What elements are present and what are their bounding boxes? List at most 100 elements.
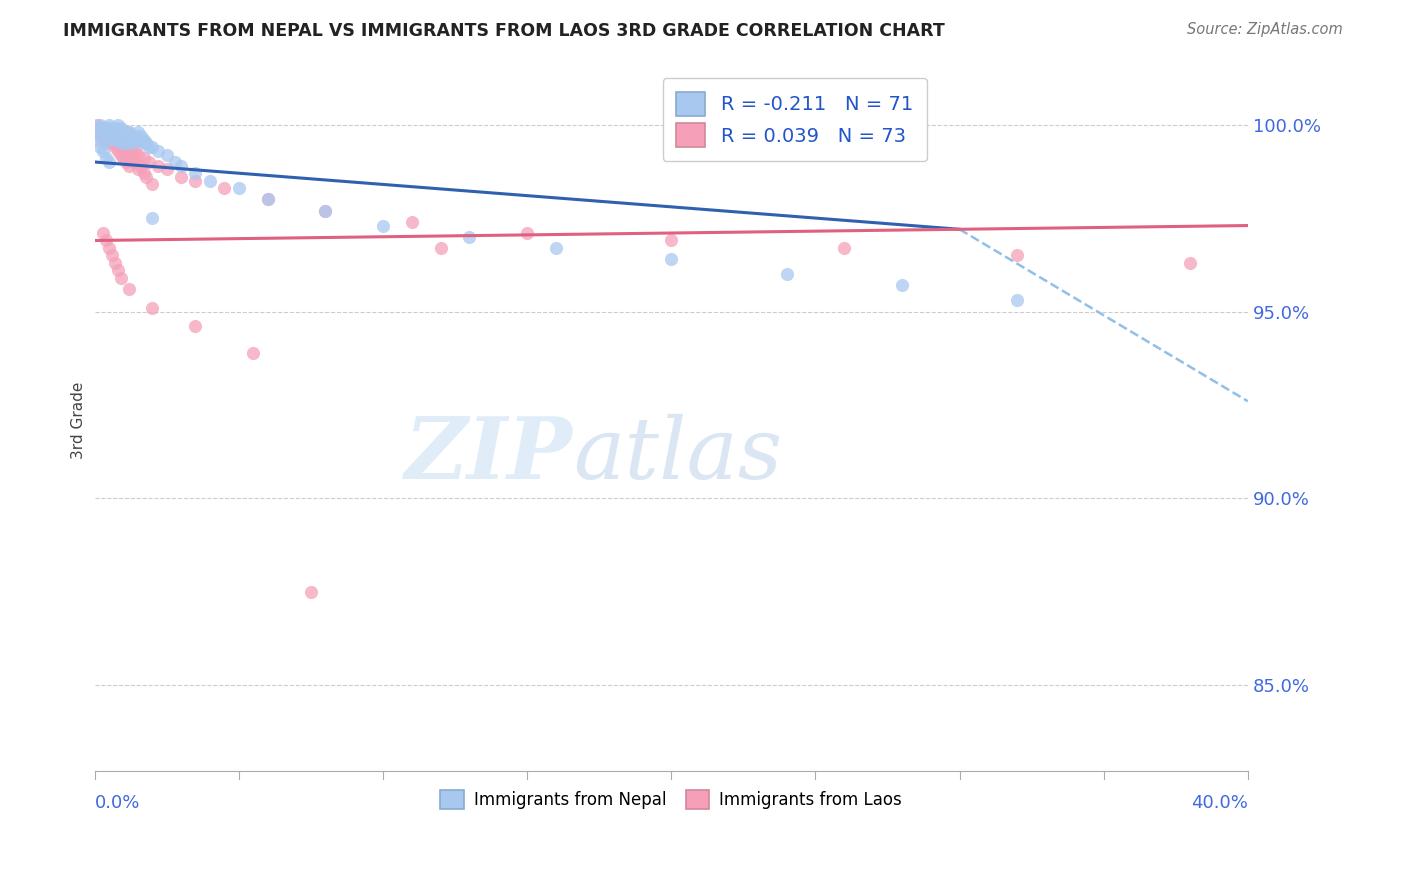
Point bbox=[98, 121, 121, 136]
Point bbox=[112, 132, 135, 146]
Point bbox=[94, 234, 117, 248]
Point bbox=[127, 132, 149, 146]
Point bbox=[112, 125, 135, 139]
Point bbox=[256, 193, 278, 207]
Point bbox=[110, 132, 132, 146]
Point bbox=[299, 585, 322, 599]
Point bbox=[156, 162, 179, 177]
Point bbox=[107, 132, 129, 146]
Point bbox=[98, 241, 121, 255]
Point bbox=[89, 121, 111, 136]
Point bbox=[94, 125, 117, 139]
Point bbox=[401, 215, 423, 229]
Point bbox=[242, 345, 264, 359]
Point bbox=[91, 144, 114, 158]
Point bbox=[890, 278, 912, 293]
Point bbox=[91, 121, 114, 136]
Point bbox=[110, 271, 132, 285]
Point bbox=[141, 211, 163, 225]
Point bbox=[124, 132, 146, 146]
Point bbox=[104, 128, 127, 143]
Point bbox=[101, 132, 124, 146]
Point bbox=[170, 159, 193, 173]
Y-axis label: 3rd Grade: 3rd Grade bbox=[72, 381, 86, 458]
Point bbox=[104, 140, 127, 154]
Point bbox=[832, 241, 855, 255]
Point bbox=[91, 226, 114, 240]
Point bbox=[107, 132, 129, 146]
Point bbox=[127, 125, 149, 139]
Point bbox=[135, 136, 157, 151]
Point bbox=[132, 136, 155, 151]
Point bbox=[170, 169, 193, 184]
Text: ZIP: ZIP bbox=[405, 413, 574, 497]
Point bbox=[127, 147, 149, 161]
Point bbox=[91, 125, 114, 139]
Point bbox=[98, 125, 121, 139]
Point bbox=[115, 128, 138, 143]
Point bbox=[94, 128, 117, 143]
Point bbox=[98, 132, 121, 146]
Point bbox=[121, 128, 143, 143]
Text: 0.0%: 0.0% bbox=[94, 794, 141, 812]
Point bbox=[214, 181, 236, 195]
Point bbox=[104, 128, 127, 143]
Point bbox=[129, 159, 152, 173]
Point bbox=[98, 128, 121, 143]
Text: IMMIGRANTS FROM NEPAL VS IMMIGRANTS FROM LAOS 3RD GRADE CORRELATION CHART: IMMIGRANTS FROM NEPAL VS IMMIGRANTS FROM… bbox=[63, 22, 945, 40]
Point bbox=[141, 301, 163, 315]
Point bbox=[184, 174, 207, 188]
Point bbox=[127, 162, 149, 177]
Point bbox=[129, 132, 152, 146]
Point bbox=[104, 256, 127, 270]
Point bbox=[118, 132, 141, 146]
Point bbox=[94, 125, 117, 139]
Point bbox=[94, 132, 117, 146]
Point bbox=[101, 125, 124, 139]
Point bbox=[121, 144, 143, 158]
Point bbox=[124, 128, 146, 143]
Point bbox=[91, 132, 114, 146]
Point bbox=[86, 121, 108, 136]
Point bbox=[146, 144, 169, 158]
Text: 40.0%: 40.0% bbox=[1191, 794, 1249, 812]
Point bbox=[115, 144, 138, 158]
Point bbox=[110, 128, 132, 143]
Point bbox=[1178, 256, 1201, 270]
Point bbox=[86, 132, 108, 146]
Point bbox=[91, 128, 114, 143]
Point bbox=[198, 174, 221, 188]
Point bbox=[94, 136, 117, 151]
Point bbox=[115, 125, 138, 139]
Point bbox=[135, 136, 157, 151]
Point bbox=[94, 151, 117, 165]
Point bbox=[121, 128, 143, 143]
Point bbox=[110, 136, 132, 151]
Point bbox=[138, 140, 160, 154]
Point bbox=[89, 118, 111, 132]
Point bbox=[115, 136, 138, 151]
Point bbox=[107, 125, 129, 139]
Point bbox=[118, 159, 141, 173]
Point bbox=[91, 121, 114, 136]
Point bbox=[124, 155, 146, 169]
Point bbox=[1005, 248, 1028, 262]
Point bbox=[118, 147, 141, 161]
Point bbox=[89, 125, 111, 139]
Point bbox=[110, 147, 132, 161]
Point bbox=[135, 169, 157, 184]
Point bbox=[112, 140, 135, 154]
Point bbox=[1005, 293, 1028, 308]
Point bbox=[107, 118, 129, 132]
Text: atlas: atlas bbox=[574, 414, 782, 497]
Point bbox=[127, 132, 149, 146]
Point bbox=[775, 267, 797, 281]
Point bbox=[118, 282, 141, 296]
Point bbox=[121, 151, 143, 165]
Point bbox=[184, 319, 207, 334]
Point bbox=[132, 132, 155, 146]
Text: Source: ZipAtlas.com: Source: ZipAtlas.com bbox=[1187, 22, 1343, 37]
Point bbox=[184, 166, 207, 180]
Point bbox=[112, 151, 135, 165]
Point bbox=[132, 151, 155, 165]
